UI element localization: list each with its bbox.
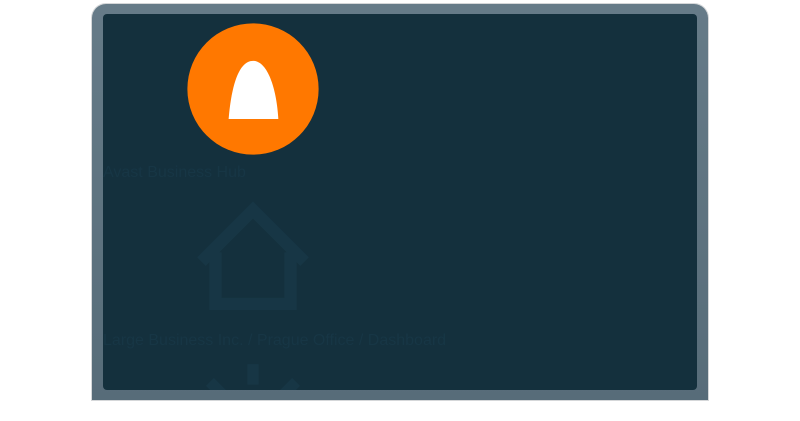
avast-logo-icon <box>103 14 403 164</box>
brand-bold: Avast <box>103 164 143 181</box>
brand-rest: Business Hub <box>147 164 246 181</box>
breadcrumb-separator: / <box>247 332 253 349</box>
breadcrumb: Large Business Inc. / Prague Office / Da… <box>103 182 697 350</box>
top-bar: Avast Business Hub Large Business Inc. /… <box>103 14 697 390</box>
laptop-screen-bezel: Avast Business Hub Large Business Inc. /… <box>92 4 708 400</box>
breadcrumb-separator: / <box>358 332 364 349</box>
brand-title: Avast Business Hub <box>103 164 697 182</box>
home-icon <box>103 182 403 332</box>
app-window: Avast Business Hub Large Business Inc. /… <box>103 14 697 390</box>
gear-icon[interactable] <box>103 350 403 390</box>
breadcrumb-org[interactable]: Large Business Inc. <box>103 332 244 349</box>
top-bar-actions: Admin User Global Admin <box>103 350 697 390</box>
breadcrumb-site[interactable]: Prague Office <box>256 332 355 349</box>
breadcrumb-current: Dashboard <box>367 332 447 349</box>
